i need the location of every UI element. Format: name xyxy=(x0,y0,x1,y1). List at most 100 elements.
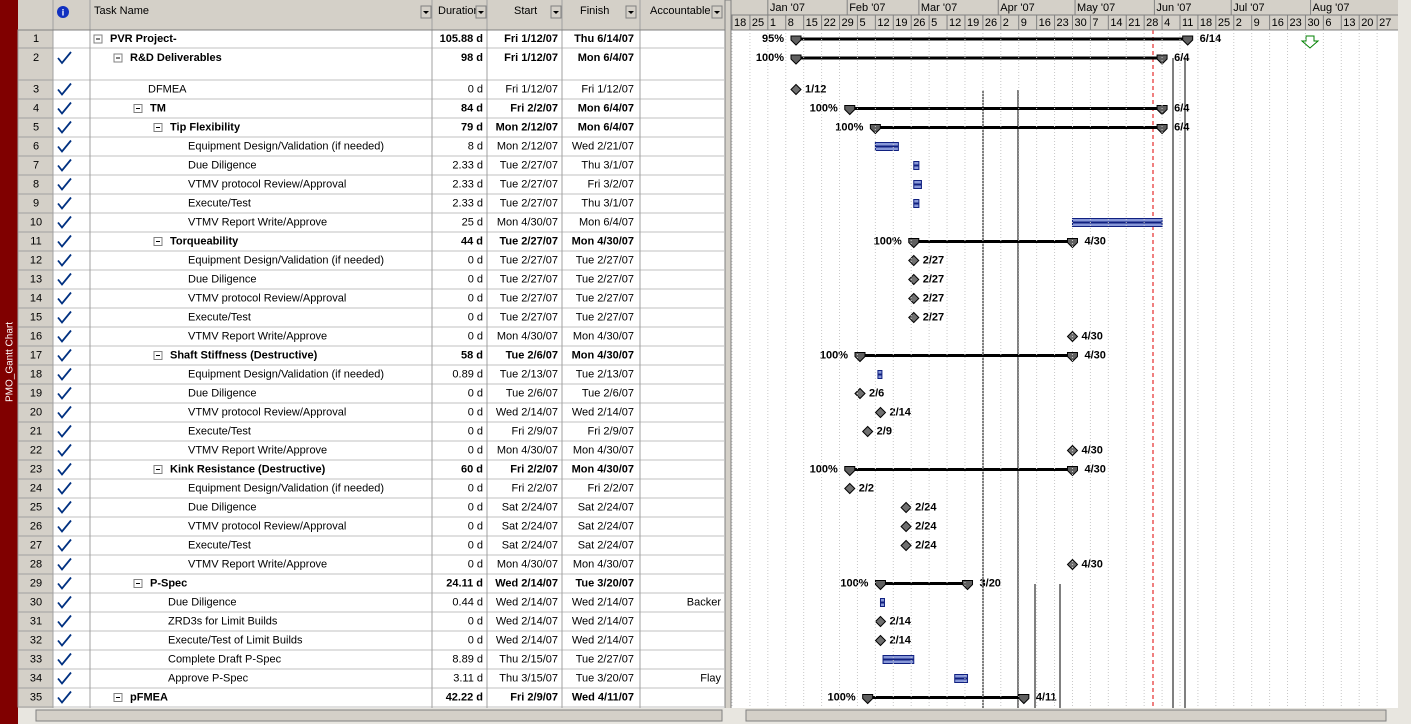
task-name: VTMV protocol Review/Approval xyxy=(188,178,346,190)
date-label: 2/14 xyxy=(889,615,911,627)
table-area xyxy=(53,30,725,708)
row-id: 13 xyxy=(30,273,42,285)
task-name: TM xyxy=(150,102,166,114)
header-task-name: Task Name xyxy=(94,5,149,17)
start: Wed 2/14/07 xyxy=(496,596,558,608)
summary-end xyxy=(874,580,886,591)
duration: 44 d xyxy=(461,235,483,247)
complete-check xyxy=(57,253,72,267)
task-name: R&D Deliverables xyxy=(130,52,222,64)
start: Sat 2/24/07 xyxy=(502,539,558,551)
milestone xyxy=(790,83,802,96)
duration: 105.88 d xyxy=(440,33,483,45)
start: Tue 2/6/07 xyxy=(506,387,558,399)
complete-check xyxy=(57,82,72,96)
duration: 58 d xyxy=(461,349,483,361)
milestone xyxy=(844,482,856,495)
start: Thu 2/15/07 xyxy=(499,653,558,665)
task-name: PVR Project- xyxy=(110,33,177,45)
row-id: 21 xyxy=(30,425,42,437)
summary-bar xyxy=(860,354,1073,357)
finish: Tue 2/27/07 xyxy=(576,292,634,304)
week-label: 12 xyxy=(949,17,961,29)
info-glyph: i xyxy=(62,7,65,17)
week-label: 5 xyxy=(931,17,937,29)
start: Fri 2/2/07 xyxy=(512,482,558,494)
task-name: VTMV Report Write/Approve xyxy=(188,216,327,228)
percent-label: 100% xyxy=(835,121,863,133)
complete-check xyxy=(57,234,72,248)
week-label: 25 xyxy=(1218,17,1230,29)
duration: 0 d xyxy=(468,444,483,456)
summary-bar xyxy=(796,56,1163,60)
start: Tue 2/27/07 xyxy=(500,273,558,285)
percent-label: 100% xyxy=(828,691,856,703)
date-label: 2/6 xyxy=(869,387,884,399)
accountable: Backer xyxy=(687,596,722,608)
split-bar[interactable] xyxy=(724,0,732,724)
start: Tue 2/27/07 xyxy=(500,311,558,323)
row-id: 1 xyxy=(33,33,39,45)
week-label: 29 xyxy=(842,17,854,29)
week-label: 28 xyxy=(1146,17,1158,29)
summary-end xyxy=(844,105,856,116)
vertical-scrollbar[interactable] xyxy=(1398,0,1411,708)
row-id: 5 xyxy=(33,121,39,133)
finish: Mon 6/4/07 xyxy=(579,216,634,228)
percent-label: 100% xyxy=(840,577,868,589)
milestone xyxy=(900,539,912,552)
task-name: VTMV protocol Review/Approval xyxy=(188,520,346,532)
scroll-thumb[interactable] xyxy=(35,709,723,722)
complete-check xyxy=(57,329,72,343)
start: Tue 2/27/07 xyxy=(500,235,559,247)
task-name: Execute/Test xyxy=(188,539,251,551)
row-id: 4 xyxy=(33,102,39,114)
task-name: Equipment Design/Validation (if needed) xyxy=(188,482,384,494)
task-name: Execute/Test xyxy=(188,197,251,209)
row-id: 20 xyxy=(30,406,42,418)
finish: Wed 2/21/07 xyxy=(572,140,634,152)
start: Fri 2/9/07 xyxy=(510,691,558,703)
complete-check xyxy=(57,595,72,609)
duration: 0.44 d xyxy=(452,596,483,608)
finish: Tue 3/20/07 xyxy=(576,577,635,589)
complete-check xyxy=(57,158,72,172)
date-label: 1/12 xyxy=(805,83,826,95)
duration: 0 d xyxy=(468,558,483,570)
week-label: 13 xyxy=(1343,17,1355,29)
scroll-thumb[interactable] xyxy=(745,709,1387,722)
finish: Mon 4/30/07 xyxy=(572,463,634,475)
week-label: 2 xyxy=(1236,17,1242,29)
filter-arrow xyxy=(714,11,720,14)
summary-end xyxy=(790,54,802,65)
summary-bar xyxy=(849,468,1073,471)
info-icon xyxy=(57,6,69,18)
percent-label: 100% xyxy=(820,349,848,361)
week-label: 5 xyxy=(859,17,865,29)
percent-label: 100% xyxy=(810,102,838,114)
week-label: 4 xyxy=(1164,17,1170,29)
row-id: 11 xyxy=(30,235,41,247)
finish: Mon 4/30/07 xyxy=(573,444,634,456)
finish: Tue 2/27/07 xyxy=(576,653,634,665)
start: Tue 2/27/07 xyxy=(500,292,558,304)
finish: Mon 6/4/07 xyxy=(578,102,634,114)
task-name: Due Diligence xyxy=(168,596,236,608)
complete-check xyxy=(57,614,72,628)
week-label: 9 xyxy=(1021,17,1027,29)
week-label: 16 xyxy=(1272,17,1284,29)
finish: Thu 6/14/07 xyxy=(574,33,634,45)
date-label: 6/14 xyxy=(1200,33,1222,45)
week-label: 1 xyxy=(770,17,776,29)
task-name: Approve P-Spec xyxy=(168,672,249,684)
row-id: 28 xyxy=(30,558,42,570)
start: Wed 2/14/07 xyxy=(496,634,558,646)
month-label: Apr '07 xyxy=(1000,2,1035,14)
start: Fri 2/9/07 xyxy=(512,425,558,437)
task-name: VTMV Report Write/Approve xyxy=(188,558,327,570)
row-id: 34 xyxy=(30,672,42,684)
milestone xyxy=(900,520,912,533)
week-label: 22 xyxy=(824,17,836,29)
column-headers: i Task Name Duration Start Finish Accoun… xyxy=(57,5,711,18)
finish: Wed 2/14/07 xyxy=(572,615,634,627)
